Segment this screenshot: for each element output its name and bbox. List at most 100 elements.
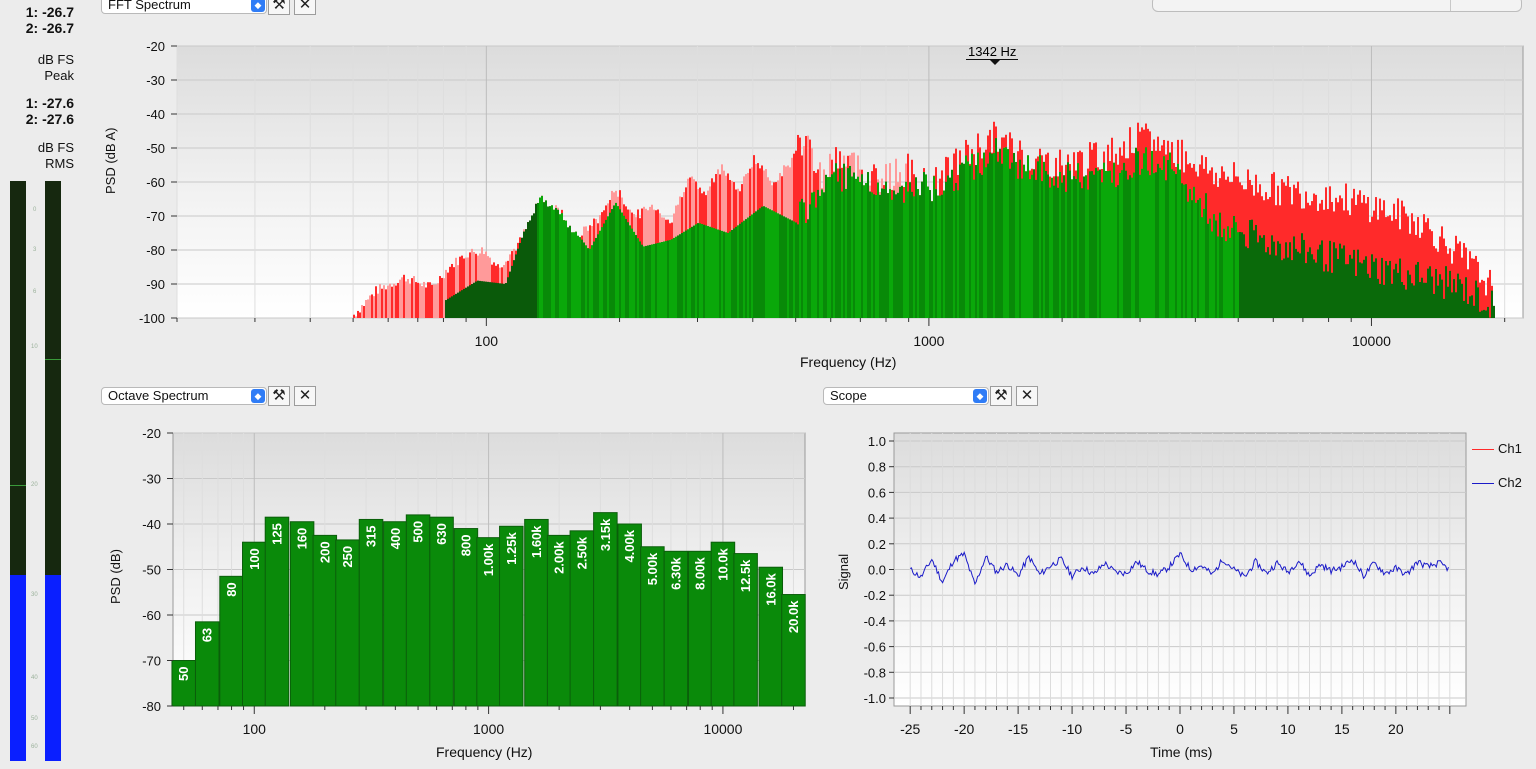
fft-y-tick-label: -90 [146,277,165,292]
fft-rms-bar [581,239,583,318]
fft-rms-bar [1039,155,1041,318]
fft-rms-bar [1169,152,1171,318]
fft-rms-bar [1119,172,1121,318]
frequency-cursor-label[interactable]: 1342 Hz [966,44,1019,60]
close-icon[interactable]: ✕ [294,0,316,15]
octave-band-label: 50 [176,667,191,681]
fft-peak-bar [397,282,399,318]
fft-rms-bar [1021,178,1023,318]
fft-rms-bar [919,195,921,318]
octave-y-tick-label: -60 [142,608,161,623]
meter-bar-ch2 [45,181,61,761]
octave-x-tick-label: 100 [243,721,267,737]
tools-icon[interactable]: ⚒ [268,386,290,406]
octave-panel-selector-value: Octave Spectrum [108,388,209,403]
fft-rms-bar [495,282,497,318]
scope-x-tick-label: 20 [1388,721,1404,737]
legend-ch2: Ch2 [1472,475,1522,490]
fft-rms-bar [745,219,747,318]
fft-rms-bar [513,260,515,318]
fft-rms-bar [657,242,659,318]
fft-rms-bar [979,173,981,318]
fft-peak-bar [1323,209,1325,318]
fft-rms-bar [1053,185,1055,318]
fft-rms-bar [483,281,485,318]
scope-y-axis-label: Signal [836,553,851,590]
fft-panel-selector[interactable]: FFT Spectrum ◆ [101,0,267,14]
fft-rms-bar [1415,264,1417,318]
fft-peak-bar [379,284,381,318]
tools-icon[interactable]: ⚒ [268,0,290,15]
fft-rms-bar [901,185,903,318]
fft-rms-bar [1123,162,1125,318]
fft-rms-bar [607,216,609,318]
scope-y-tick-label: -0.2 [864,588,886,603]
fft-rms-bar [461,290,463,318]
fft-rms-bar [1323,271,1325,318]
scope-panel-selector[interactable]: Scope ◆ [823,387,989,405]
tools-icon[interactable]: ⚒ [990,386,1012,406]
fft-rms-bar [1487,306,1489,318]
fft-rms-bar [697,223,699,318]
octave-band-label: 315 [364,525,379,547]
fft-rms-bar [667,240,669,318]
fft-rms-bar [739,223,741,318]
fft-rms-bar [955,183,957,318]
fft-rms-bar [1101,182,1103,318]
fft-rms-bar [1255,224,1257,318]
fft-rms-bar [529,220,531,318]
octave-panel-selector[interactable]: Octave Spectrum ◆ [101,387,267,405]
fft-rms-bar [1383,284,1385,318]
meter-bar-ch1 [10,181,26,761]
fft-rms-bar [849,165,851,318]
fft-peak-bar [377,293,379,318]
fft-rms-bar [1161,170,1163,318]
fft-rms-bar [1263,235,1265,318]
fft-rms-bar [911,191,913,318]
fft-rms-bar [1257,242,1259,318]
fft-rms-bar [487,281,489,318]
top-toolbar-box[interactable] [1152,0,1522,12]
scope-chart[interactable]: 1.0 0.8 0.6 0.4 0.2 0.0 -0.2 -0.4 -0.6 -0.8 -1.0 -2… [830,425,1470,769]
fft-rms-bar [1305,263,1307,318]
fft-rms-bar [1191,200,1193,318]
fft-rms-bar [829,177,831,318]
fft-rms-bar [1251,219,1253,318]
close-icon[interactable]: ✕ [294,386,316,406]
fft-rms-bar [1441,279,1443,318]
fft-rms-bar [537,202,539,318]
fft-peak-bar [365,300,367,318]
fft-rms-bar [853,172,855,318]
fft-rms-bar [755,211,757,318]
close-icon[interactable]: ✕ [1016,386,1038,406]
scope-x-tick-label: -10 [1062,721,1082,737]
scope-y-tick-label: -1.0 [864,691,886,706]
fft-rms-bar [693,225,695,318]
fft-spectrum-chart[interactable]: -20 -30 -40 -50 -60 -70 -80 -90 -100 100 1000 10000 [105,36,1525,372]
fft-rms-bar [747,217,749,318]
fft-rms-bar [1233,216,1235,318]
fft-rms-bar [925,174,927,318]
fft-rms-bar [467,286,469,318]
fft-peak-bar [1437,251,1439,318]
octave-spectrum-chart[interactable]: 50 63 80 100 125 160 200 250 315 400 500 630 800 1.00… [105,425,815,769]
scope-x-tick-label: 10 [1280,721,1296,737]
fft-rms-bar [1153,173,1155,318]
fft-rms-bar [891,199,893,318]
meter-tick: 50 [31,716,38,722]
fft-rms-bar [511,265,513,318]
fft-rms-bar [1421,277,1423,318]
octave-x-axis-label: Frequency (Hz) [436,744,533,760]
fft-rms-bar [699,223,701,318]
meter-tick: 6 [33,289,37,295]
fft-rms-bar [1055,176,1057,318]
fft-peak-bar [1359,190,1361,318]
fft-peak-bar [471,248,473,318]
octave-band-label: 6.30k [668,557,683,590]
rms-ch2-value: 2: -27.6 [25,111,74,127]
fft-rms-bar [1459,279,1461,318]
fft-peak-bar [369,295,371,318]
fft-rms-bar [893,190,895,318]
fft-rms-bar [1327,271,1329,318]
fft-rms-bar [1345,264,1347,318]
